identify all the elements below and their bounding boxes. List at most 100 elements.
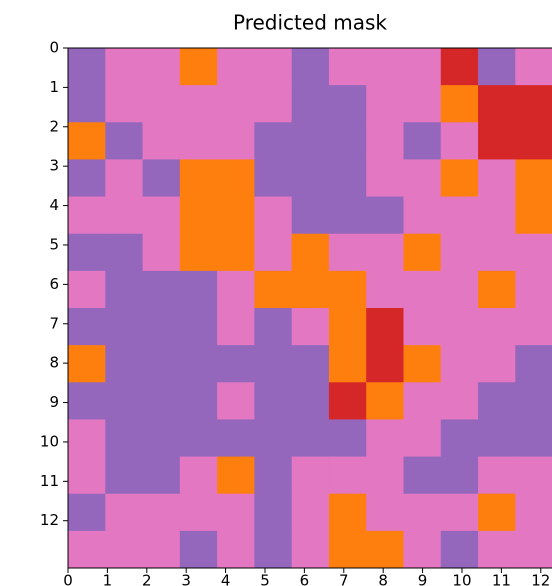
x-tick-label: 5	[260, 572, 270, 586]
y-tick-label: 3	[49, 157, 59, 175]
cell	[441, 457, 479, 495]
cell	[254, 159, 292, 197]
cell	[403, 494, 441, 532]
cell	[105, 85, 143, 123]
chart: Predicted mask 0123456789101112012345678…	[0, 0, 552, 586]
cell	[217, 531, 255, 569]
x-tick-label: 8	[378, 572, 388, 586]
cell	[403, 308, 441, 346]
cell	[403, 457, 441, 495]
cell	[68, 457, 106, 495]
cell	[254, 457, 292, 495]
y-tick-label: 8	[49, 354, 59, 372]
cell	[441, 122, 479, 160]
cell	[217, 271, 255, 309]
cell	[478, 308, 516, 346]
cell	[366, 345, 404, 383]
cell	[143, 234, 181, 272]
cell	[403, 122, 441, 160]
cell	[515, 48, 552, 86]
cell	[180, 197, 218, 235]
cell	[441, 494, 479, 532]
cell	[329, 531, 367, 569]
cell	[254, 345, 292, 383]
cell	[441, 345, 479, 383]
cell	[329, 234, 367, 272]
cell	[254, 197, 292, 235]
cell	[143, 457, 181, 495]
cell	[403, 531, 441, 569]
cell	[254, 122, 292, 160]
cell	[105, 122, 143, 160]
cell	[292, 85, 330, 123]
cell	[254, 234, 292, 272]
cell	[254, 419, 292, 457]
cell	[105, 345, 143, 383]
cell	[292, 122, 330, 160]
cell	[105, 419, 143, 457]
cell	[254, 48, 292, 86]
cell	[403, 48, 441, 86]
cell	[366, 48, 404, 86]
y-tick-label: 10	[40, 432, 59, 450]
cell	[403, 197, 441, 235]
y-tick-label: 2	[49, 117, 59, 135]
cell	[180, 234, 218, 272]
cell	[441, 85, 479, 123]
cell	[329, 308, 367, 346]
cell	[180, 48, 218, 86]
y-tick-label: 0	[49, 39, 59, 57]
cell	[366, 234, 404, 272]
y-tick-label: 7	[49, 314, 59, 332]
cell	[366, 494, 404, 532]
cell	[292, 531, 330, 569]
cell	[292, 382, 330, 420]
cell	[105, 308, 143, 346]
cell	[441, 419, 479, 457]
cell	[329, 197, 367, 235]
cell	[366, 197, 404, 235]
cell	[105, 197, 143, 235]
cell	[143, 531, 181, 569]
cell	[366, 271, 404, 309]
cell	[403, 85, 441, 123]
cell	[292, 271, 330, 309]
cell	[105, 234, 143, 272]
cell	[217, 159, 255, 197]
cell	[180, 345, 218, 383]
y-tick-label: 11	[40, 472, 59, 490]
x-tick-label: 1	[103, 572, 113, 586]
cell	[143, 494, 181, 532]
cell	[403, 159, 441, 197]
cell	[254, 271, 292, 309]
cell	[143, 85, 181, 123]
cell	[68, 419, 106, 457]
cell	[515, 234, 552, 272]
cell	[68, 345, 106, 383]
cell	[515, 159, 552, 197]
cell	[441, 234, 479, 272]
cell	[105, 457, 143, 495]
cell	[254, 85, 292, 123]
cell	[143, 308, 181, 346]
cell	[403, 234, 441, 272]
x-tick-label: 9	[418, 572, 428, 586]
cell	[366, 531, 404, 569]
cell	[515, 197, 552, 235]
cell	[105, 48, 143, 86]
cell	[68, 494, 106, 532]
cell	[329, 85, 367, 123]
cell	[329, 159, 367, 197]
cell	[441, 159, 479, 197]
cell	[68, 531, 106, 569]
cell	[515, 122, 552, 160]
cell	[478, 197, 516, 235]
cell	[180, 419, 218, 457]
cell	[143, 48, 181, 86]
cell	[366, 85, 404, 123]
cell	[68, 122, 106, 160]
cell	[515, 85, 552, 123]
cell	[441, 531, 479, 569]
cell	[292, 197, 330, 235]
cell	[180, 457, 218, 495]
